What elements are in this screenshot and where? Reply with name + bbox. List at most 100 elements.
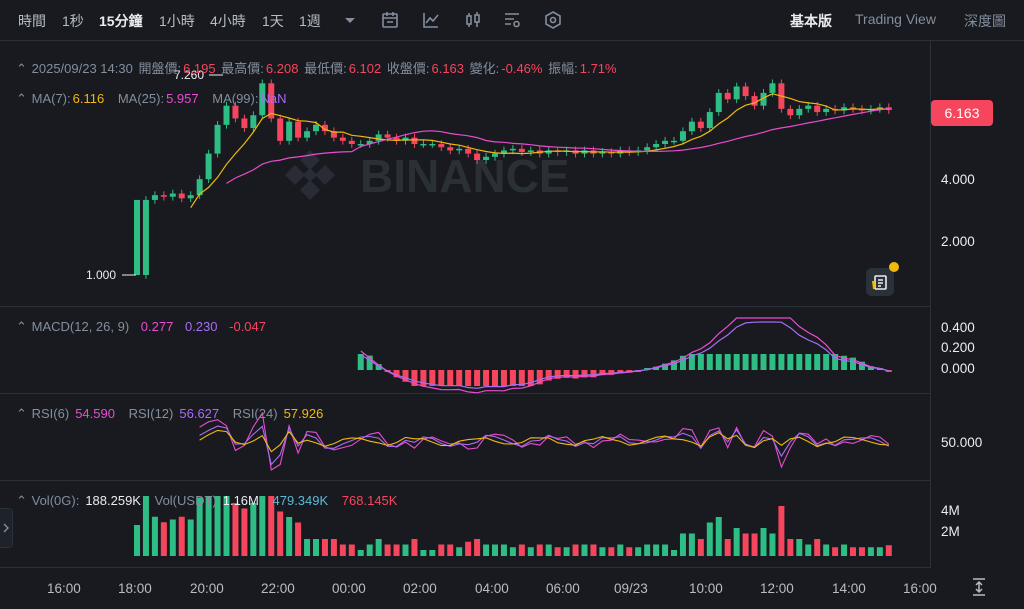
volume-bar [321, 539, 328, 556]
macd-histogram-bar [688, 354, 695, 370]
collapse-icon[interactable]: ⌃ [16, 493, 27, 508]
view-depth[interactable]: 深度圖 [964, 13, 1006, 29]
candle [805, 101, 812, 113]
volume-bar [483, 544, 490, 556]
volume-bar [456, 547, 463, 556]
low-marker-label: 1.000 [86, 268, 117, 282]
low-label: 最低價: [304, 61, 347, 76]
macd-histogram-bar [697, 354, 704, 370]
macd-histogram-bar [393, 370, 400, 378]
collapse-icon[interactable]: ⌃ [16, 406, 27, 421]
candle [760, 89, 767, 110]
volume-bar [572, 544, 579, 556]
volume-bar [679, 533, 686, 556]
macd-histogram-bar [850, 357, 856, 370]
volume-bar [536, 544, 543, 556]
timeframe-4h[interactable]: 4小時 [210, 13, 246, 29]
candle [679, 127, 686, 145]
macd-histogram-bar [706, 354, 713, 370]
candle [850, 103, 856, 113]
macd-hist: -0.047 [229, 319, 267, 334]
time-axis-label: 16:00 [903, 581, 937, 596]
volume-bar [474, 539, 481, 556]
volume-bar [850, 547, 856, 556]
candle [456, 144, 463, 155]
volume-bar [241, 508, 248, 556]
macd-histogram-bar [608, 370, 615, 375]
macd-histogram-bar [572, 370, 579, 379]
fit-vertical-icon [973, 578, 985, 596]
candle [653, 140, 660, 152]
timeframe-1h[interactable]: 1小時 [159, 13, 195, 29]
macd-histogram-bar [832, 354, 839, 370]
candlestick-settings-icon[interactable] [463, 10, 483, 30]
candle [492, 149, 498, 161]
timeframe-1w[interactable]: 1週 [299, 13, 321, 29]
volume-bar [733, 528, 740, 556]
candle [366, 136, 373, 148]
hexagon-settings-icon[interactable] [543, 10, 563, 30]
macd-histogram-bar [814, 354, 821, 370]
candle [706, 108, 713, 132]
volume-bar [357, 550, 364, 556]
candle [223, 101, 230, 129]
candle [339, 133, 346, 145]
pane-divider-time [0, 567, 930, 568]
open-value: 6.195 [183, 61, 216, 76]
vol-axis-label: 2M [941, 524, 960, 539]
amplitude-value: 1.71% [579, 61, 617, 76]
vol-usdt-value: 1.16M [222, 493, 259, 508]
volume-bar [295, 522, 302, 556]
volume-bar [402, 544, 409, 556]
macd-histogram-bar [867, 366, 874, 370]
notes-button[interactable] [866, 268, 894, 296]
chart-canvas[interactable] [0, 0, 930, 568]
volume-bar [384, 544, 391, 556]
view-tradingview[interactable]: Trading View [855, 11, 936, 27]
volume-bar [348, 544, 355, 556]
candle [662, 136, 669, 148]
view-basic[interactable]: 基本版 [790, 13, 832, 29]
volume-bar [706, 522, 713, 556]
vol-ma1-value: 479.349K [272, 493, 329, 508]
rsi6-value: 54.590 [75, 406, 115, 421]
volume-bar [313, 539, 319, 556]
indicator-chart-icon[interactable] [421, 10, 441, 30]
macd-histogram-bar [456, 370, 463, 386]
rsi24-label: RSI(24) [232, 406, 278, 421]
candle [644, 143, 651, 155]
chart-template-icon[interactable] [502, 10, 522, 30]
amplitude-label: 振幅: [548, 61, 578, 76]
vol-value: 188.259K [85, 493, 141, 508]
timeframe-1s[interactable]: 1秒 [62, 13, 84, 29]
vol-legend: ⌃ Vol(0G): 188.259K Vol(USDT) 1.16M 479.34… [16, 493, 399, 509]
candle [241, 114, 248, 132]
candle [295, 117, 302, 142]
volume-bar [662, 544, 669, 556]
volume-bar [223, 496, 230, 556]
candle [250, 111, 257, 132]
volume-bar [277, 511, 284, 556]
autoscale-button[interactable] [968, 576, 990, 598]
timeframe-time[interactable]: 時間 [18, 13, 46, 29]
ohlc-date: 2025/09/23 14:30 [31, 61, 133, 76]
timeframe-1d[interactable]: 1天 [262, 13, 284, 29]
collapse-icon[interactable]: ⌃ [16, 91, 27, 106]
side-panel-toggle[interactable] [0, 508, 13, 548]
macd-histogram-bar [438, 370, 445, 386]
collapse-icon[interactable]: ⌃ [16, 319, 27, 334]
volume-bar [805, 544, 812, 556]
volume-bar [151, 516, 158, 556]
collapse-icon[interactable]: ⌃ [16, 61, 27, 76]
ma7-line [190, 93, 889, 209]
ma99-label: MA(99): [212, 91, 259, 106]
chevron-down-icon[interactable] [340, 10, 360, 30]
timeframe-15m[interactable]: 15分鐘 [99, 13, 143, 29]
macd-histogram-bar [769, 354, 776, 370]
macd-histogram-bar [402, 370, 409, 382]
candle [474, 149, 481, 164]
high-label: 最高價: [221, 61, 264, 76]
calendar-icon[interactable] [380, 10, 400, 30]
ma7-value: 6.116 [72, 91, 105, 106]
candle [321, 121, 328, 136]
